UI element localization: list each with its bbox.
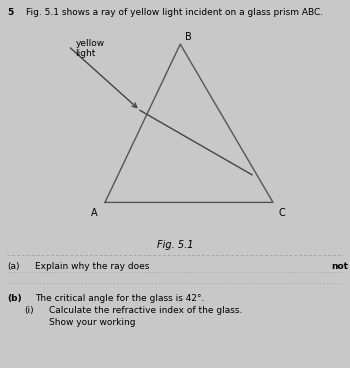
Text: (i): (i) xyxy=(25,306,34,315)
Text: (a): (a) xyxy=(7,262,20,271)
Text: B: B xyxy=(186,32,192,42)
Text: Fig. 5.1: Fig. 5.1 xyxy=(157,240,193,250)
Text: Show your working: Show your working xyxy=(49,318,135,327)
Text: yellow
light: yellow light xyxy=(75,39,104,58)
Text: Fig. 5.1 shows a ray of yellow light incident on a glass prism ABC.: Fig. 5.1 shows a ray of yellow light inc… xyxy=(26,8,323,17)
Text: Explain why the ray does: Explain why the ray does xyxy=(35,262,152,271)
Text: not: not xyxy=(331,262,348,271)
Text: C: C xyxy=(278,208,285,218)
Text: (b): (b) xyxy=(7,294,22,303)
Text: A: A xyxy=(91,208,98,218)
Text: Calculate the refractive index of the glass.: Calculate the refractive index of the gl… xyxy=(49,306,242,315)
Text: The critical angle for the glass is 42°.: The critical angle for the glass is 42°. xyxy=(35,294,204,303)
Text: 5: 5 xyxy=(7,8,13,17)
